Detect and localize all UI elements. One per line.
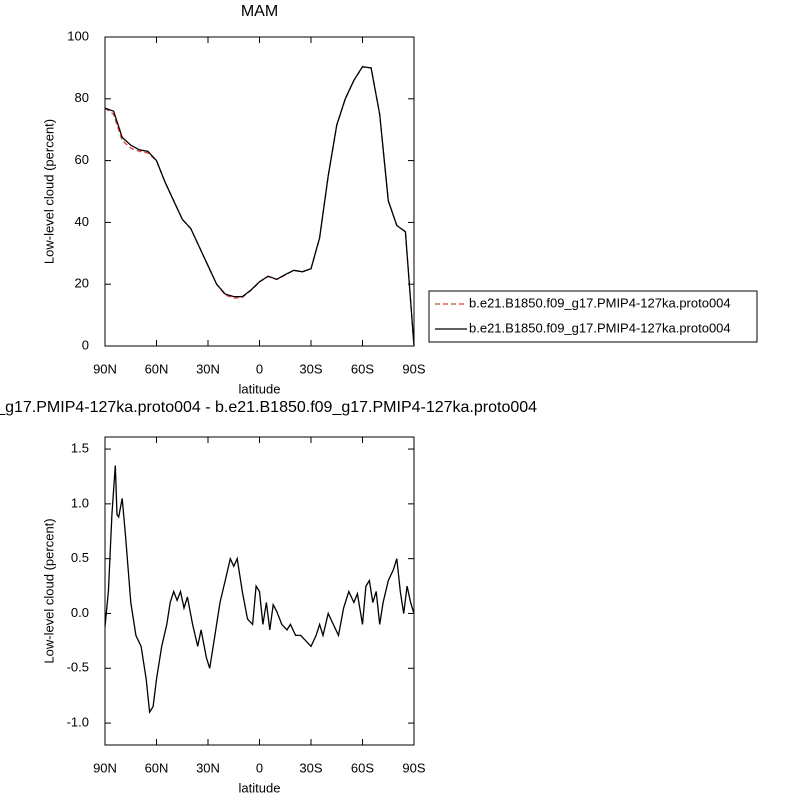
x-tick-label: 30S xyxy=(299,361,322,376)
x-axis-label: latitude xyxy=(239,780,281,795)
data-line xyxy=(104,65,415,347)
y-tick-label: 0.0 xyxy=(71,605,89,620)
x-tick-label: 90S xyxy=(402,760,425,775)
x-tick-label: 90S xyxy=(402,361,425,376)
y-tick-label: 1.0 xyxy=(71,495,89,510)
plot-frame xyxy=(104,36,415,347)
legend-label: b.e21.B1850.f09_g17.PMIP4-127ka.proto004 xyxy=(469,295,731,310)
y-tick-label: 0 xyxy=(82,337,89,352)
x-tick-label: 0 xyxy=(256,760,263,775)
x-tick-label: 60N xyxy=(145,760,169,775)
y-tick-label: 20 xyxy=(75,276,89,291)
y-tick-label: 100 xyxy=(67,28,89,43)
y-tick-label: 0.5 xyxy=(71,550,89,565)
x-tick-label: 30N xyxy=(196,760,220,775)
x-tick-label: 30N xyxy=(196,361,220,376)
legend-box xyxy=(428,290,758,343)
x-tick-label: 60S xyxy=(351,760,374,775)
y-tick-label: -1.0 xyxy=(67,715,89,730)
y-axis-label: Low-level cloud (percent) xyxy=(41,119,56,264)
y-tick-label: -0.5 xyxy=(67,660,89,675)
x-tick-label: 60N xyxy=(145,361,169,376)
y-tick-label: 60 xyxy=(75,152,89,167)
y-axis-label: Low-level cloud (percent) xyxy=(41,518,56,663)
chart-title: MAM xyxy=(241,3,278,20)
data-line xyxy=(104,465,415,715)
plot-frame xyxy=(104,436,415,746)
data-line xyxy=(104,66,415,347)
x-tick-label: 90N xyxy=(93,760,117,775)
y-tick-label: 1.5 xyxy=(71,440,89,455)
x-tick-label: 30S xyxy=(299,760,322,775)
chart-title: f09_g17.PMIP4-127ka.proto004 - b.e21.B18… xyxy=(0,399,537,416)
x-tick-label: 90N xyxy=(93,361,117,376)
legend-label: b.e21.B1850.f09_g17.PMIP4-127ka.proto004 xyxy=(469,320,731,335)
y-tick-label: 80 xyxy=(75,90,89,105)
y-tick-label: 40 xyxy=(75,214,89,229)
x-tick-label: 0 xyxy=(256,361,263,376)
x-axis-label: latitude xyxy=(239,381,281,396)
x-tick-label: 60S xyxy=(351,361,374,376)
